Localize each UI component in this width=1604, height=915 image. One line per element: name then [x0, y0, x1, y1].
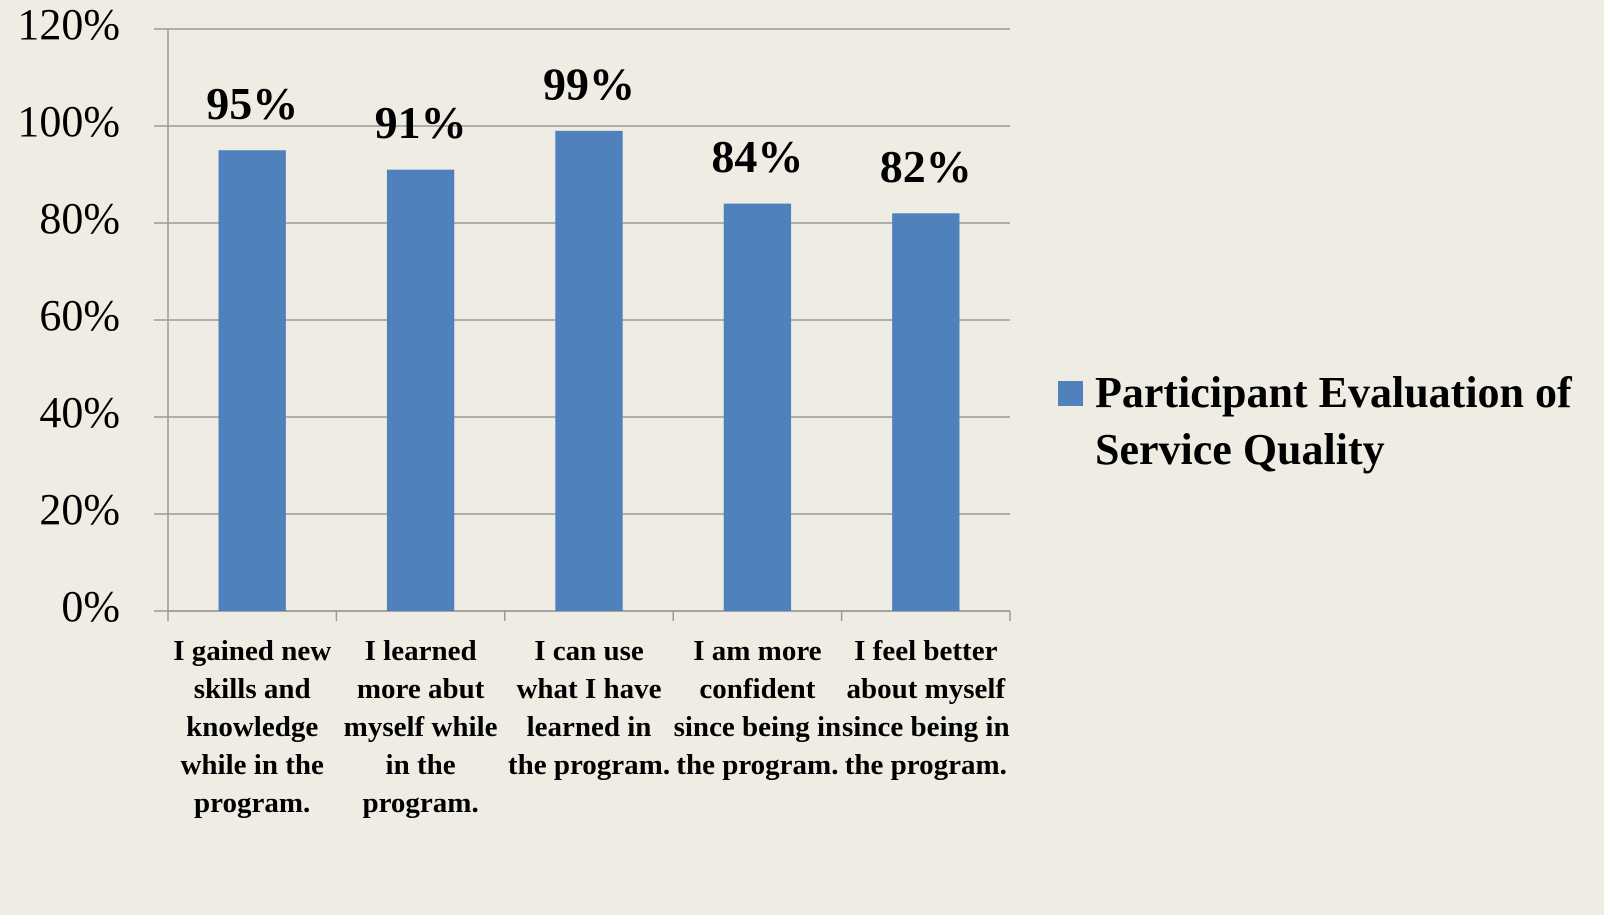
y-tick-label: 0% — [61, 582, 120, 631]
y-tick-label: 20% — [39, 485, 120, 534]
data-label: 84% — [711, 131, 803, 182]
y-tick-label: 40% — [39, 388, 120, 437]
y-tick-label: 80% — [39, 194, 120, 243]
data-label: 99% — [543, 58, 635, 109]
x-tick-label: I can use what I have learned in the pro… — [507, 635, 671, 781]
bar — [555, 130, 623, 611]
bar — [386, 169, 455, 611]
data-label: 95% — [206, 78, 298, 129]
data-label: 91% — [375, 97, 467, 148]
bar — [218, 150, 286, 611]
y-tick-label: 120% — [17, 0, 120, 49]
x-tick-label: I am more confident since being in the p… — [673, 635, 842, 781]
x-tick-label: I learned more abut myself while in the … — [343, 635, 498, 819]
bar — [892, 213, 960, 612]
legend-swatch — [1058, 381, 1083, 406]
y-tick-label: 100% — [17, 97, 120, 146]
legend-label: Participant Evaluation of Service Qualit… — [1095, 368, 1572, 474]
y-tick-label: 60% — [39, 291, 120, 340]
x-tick-label: I gained new skills and knowledge while … — [173, 635, 332, 819]
x-tick-label: I feel better about myself since being i… — [842, 635, 1010, 781]
data-label: 82% — [880, 141, 972, 192]
bar — [723, 203, 792, 611]
